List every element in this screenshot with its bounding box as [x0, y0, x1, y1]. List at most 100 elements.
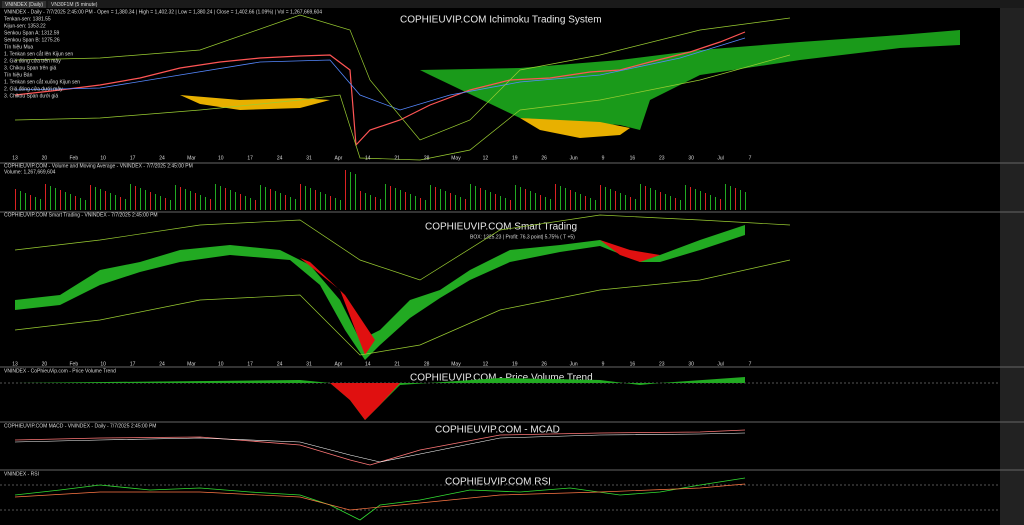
volume-bar — [230, 190, 231, 210]
volume-bar — [415, 196, 416, 210]
band-lower — [14, 259, 791, 356]
date-label: 16 — [630, 155, 636, 161]
volume-bar — [650, 188, 651, 210]
volume-bar — [35, 197, 36, 210]
signal-note: Senkou Span A: 1312.59 — [4, 30, 60, 36]
volume-bar — [690, 187, 691, 210]
macd-line — [14, 429, 746, 466]
volume-bar — [535, 193, 536, 210]
date-label: 13 — [12, 361, 18, 367]
date-label: 10 — [100, 155, 106, 161]
volume-bar — [675, 198, 676, 210]
volume-bar — [480, 188, 481, 210]
band-upper — [14, 214, 791, 281]
volume-bar — [460, 197, 461, 210]
signal-note: 2. Giá đóng cửa dưới mây — [4, 85, 63, 92]
tab-bar — [0, 0, 1024, 8]
volume-bar — [340, 200, 341, 210]
date-label: 10 — [100, 361, 106, 367]
date-label: 23 — [659, 361, 665, 367]
tab[interactable] — [48, 1, 94, 8]
volume-bar — [700, 191, 701, 210]
volume-bar — [640, 184, 641, 210]
volume-bar — [215, 184, 216, 210]
date-label: 31 — [306, 361, 312, 367]
date-label: 10 — [218, 155, 224, 161]
tab-label[interactable]: VN30F1M (5 minute) — [51, 2, 98, 8]
ichimoku-cloud-bear — [180, 95, 330, 110]
volume-bar — [395, 188, 396, 210]
signal-note: 2. Giá đóng cửa trên mây — [4, 57, 61, 64]
volume-bar — [400, 190, 401, 210]
volume-bar — [150, 192, 151, 210]
date-label: 16 — [630, 361, 636, 367]
volume-bar — [295, 199, 296, 210]
panel-header: COPHIEUVIP.COM MACD - VNINDEX - Daily - … — [4, 423, 156, 429]
smart-trading-band-bear — [600, 240, 660, 262]
signal-note: 1. Tenkan sen cắt lên Kijun sen — [4, 50, 73, 57]
volume-bar — [630, 197, 631, 210]
volume-bar — [85, 200, 86, 210]
volume-bar — [65, 192, 66, 210]
tab[interactable] — [2, 1, 46, 8]
volume-bar — [645, 186, 646, 210]
volume-bar — [405, 192, 406, 210]
signal-note: 3. Chikou Span dưới giá — [4, 93, 58, 99]
volume-bar — [560, 186, 561, 210]
signal-note: 3. Chikou Span trên giá — [4, 65, 56, 71]
volume-bar — [585, 196, 586, 210]
volume-bar — [335, 198, 336, 210]
volume-bar — [270, 189, 271, 210]
volume-bar — [75, 196, 76, 210]
tab-label[interactable]: VNINDEX (Daily) — [5, 2, 43, 8]
volume-bar — [220, 186, 221, 210]
panel-header: VNINDEX - CoPhieuVip.com - Price Volume … — [4, 368, 116, 374]
volume-bar — [265, 187, 266, 210]
volume-bar — [670, 196, 671, 210]
date-label: Feb — [69, 155, 78, 161]
volume-bar — [735, 188, 736, 210]
date-label: 7 — [749, 361, 752, 367]
volume-bar — [355, 174, 356, 210]
date-label: 21 — [394, 155, 400, 161]
smart-trading-band-bear — [300, 258, 375, 355]
date-label: 20 — [42, 361, 48, 367]
volume-bar — [145, 190, 146, 210]
volume-bar — [165, 198, 166, 210]
volume-bar — [280, 193, 281, 210]
price-axis — [1000, 8, 1024, 525]
volume-bar — [685, 185, 686, 210]
volume-bar — [510, 200, 511, 210]
volume-bar — [555, 184, 556, 210]
volume-bar — [50, 186, 51, 210]
signal-note: 1. Tenkan sen cắt xuống Kijun sen — [4, 78, 80, 85]
volume-bar — [55, 188, 56, 210]
volume-bar — [570, 190, 571, 210]
volume-bar — [325, 194, 326, 210]
volume-bar — [745, 192, 746, 210]
volume-bar — [80, 198, 81, 210]
date-label: 19 — [512, 155, 518, 161]
volume-bar — [330, 196, 331, 210]
volume-bar — [455, 195, 456, 210]
volume-bar — [545, 197, 546, 210]
volume-bar — [15, 189, 16, 210]
bollinger-lower — [14, 54, 791, 161]
panel-header: Volume: 1,267,669,604 — [4, 169, 56, 175]
volume-bar — [445, 191, 446, 210]
date-label: 17 — [130, 155, 136, 161]
volume-bar — [320, 192, 321, 210]
volume-bar — [260, 185, 261, 210]
date-label: 17 — [247, 155, 253, 161]
date-label: 30 — [688, 361, 694, 367]
volume-bar — [615, 191, 616, 210]
volume-bar — [470, 184, 471, 210]
date-label: 28 — [424, 361, 430, 367]
volume-bar — [580, 194, 581, 210]
volume-bar — [245, 196, 246, 210]
date-label: 21 — [394, 361, 400, 367]
date-label: 14 — [365, 361, 371, 367]
kijun-line — [14, 37, 746, 111]
date-label: Jul — [717, 361, 723, 367]
volume-bar — [610, 189, 611, 210]
